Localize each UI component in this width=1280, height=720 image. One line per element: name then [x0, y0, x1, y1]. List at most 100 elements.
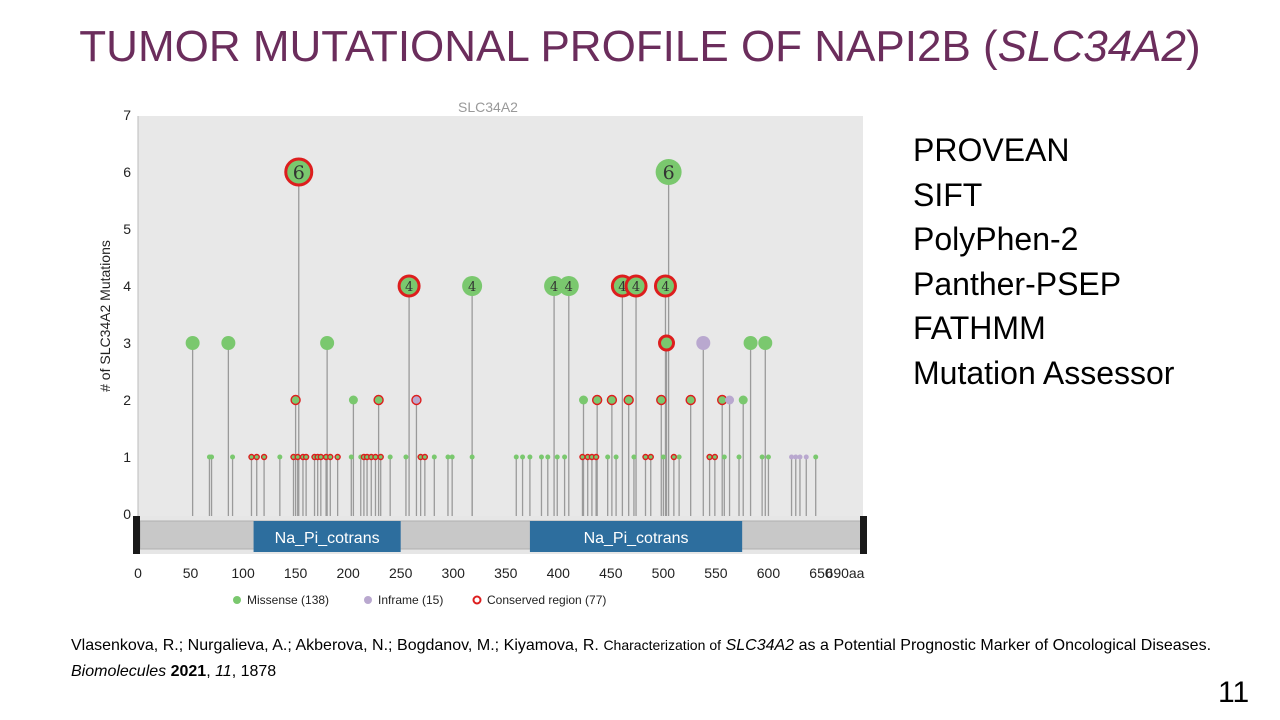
legend-swatch — [472, 595, 482, 605]
tool-item: PolyPhen-2 — [913, 221, 1079, 257]
mutation-stems — [191, 172, 817, 516]
mutation-head-conserved — [606, 394, 618, 406]
legend-label: Conserved region (77) — [487, 593, 606, 607]
mutation-head — [743, 336, 758, 350]
tool-item: Mutation Assessor — [913, 354, 1175, 391]
y-tick-label: 6 — [123, 164, 131, 180]
mutation-head — [558, 276, 579, 296]
mutation-head-conserved — [591, 394, 603, 406]
mutation-count-label: 4 — [550, 280, 558, 295]
x-tick-label: 550 — [704, 565, 728, 581]
x-tick-label: 350 — [494, 565, 518, 581]
mutation-head-conserved — [253, 453, 260, 461]
mutation-head — [445, 454, 451, 460]
protein-bar — [139, 520, 862, 550]
mutation-head-conserved — [290, 394, 301, 406]
mutation-head-conserved — [260, 453, 268, 461]
mutation-head — [230, 454, 236, 460]
x-tick-label: 0 — [134, 565, 142, 581]
protein-end-cap — [860, 516, 867, 554]
tool-item: PROVEAN — [913, 132, 1070, 168]
mutation-head — [387, 454, 393, 460]
mutation-head-conserved — [411, 394, 422, 406]
mutation-head-conserved — [248, 453, 255, 461]
x-tick-label: 200 — [336, 565, 360, 581]
mutation-head-conserved — [377, 453, 384, 461]
citation-title-gene: SLC34A2 — [725, 637, 795, 654]
citation: Vlasenkova, R.; Nurgalieva, A.; Akberova… — [71, 637, 1212, 680]
y-tick-label: 3 — [123, 335, 131, 351]
legend-swatch — [233, 596, 241, 604]
mutation-heads: 4 4 4 4 4 4 46 6 — [185, 157, 819, 461]
mutation-head-conserved — [647, 453, 654, 461]
citation-authors: Vlasenkova, R.; Nurgalieva, A.; Akberova… — [71, 637, 599, 654]
mutation-head — [725, 395, 735, 405]
domain-label: Na_Pi_cotrans — [275, 530, 380, 547]
protein-track: Na_Pi_cotrans Na_Pi_cotrans — [133, 516, 867, 554]
x-tick-label: 450 — [599, 565, 623, 581]
x-tick-label: 250 — [389, 565, 413, 581]
mutation-head-conserved — [623, 394, 634, 406]
mutation-count-label: 6 — [293, 162, 305, 184]
y-tick-label: 1 — [123, 449, 131, 465]
tool-item: FATHMM — [913, 310, 1046, 346]
mutation-head — [520, 454, 526, 460]
citation-journal: Biomolecules — [71, 663, 167, 680]
mutation-head-conserved — [670, 453, 678, 461]
mutation-head — [221, 336, 236, 350]
mutation-head-conserved — [373, 394, 384, 406]
mutation-head-conserved — [656, 394, 667, 406]
y-axis-label: # of SLC34A2 Mutations — [97, 240, 113, 392]
mutation-head — [554, 454, 560, 460]
mutation-head-conserved — [372, 453, 379, 461]
mutation-head — [676, 454, 682, 460]
mutation-head — [527, 454, 533, 460]
x-tick-label: 50 — [183, 565, 199, 581]
mutation-head — [631, 454, 637, 460]
chart-title: SLC34A2 — [458, 99, 518, 115]
mutation-head — [736, 454, 742, 460]
mutation-head-conserved — [302, 453, 310, 461]
mutation-head-conserved — [642, 453, 649, 461]
mutation-head — [562, 454, 568, 460]
mutation-head — [813, 454, 819, 460]
mutation-head-conserved — [397, 274, 421, 298]
mutation-head-conserved — [334, 453, 341, 461]
mutation-head — [462, 276, 483, 296]
mutation-head-conserved — [317, 453, 325, 461]
tool-list: PROVEAN SIFT PolyPhen-2 Panther-PSEP FAT… — [913, 128, 1174, 395]
mutation-head — [348, 395, 358, 405]
mutation-head — [209, 454, 215, 460]
x-tick-label: 100 — [231, 565, 255, 581]
mutation-head — [738, 395, 748, 405]
title-gene: SLC34A2 — [997, 22, 1187, 71]
mutation-head — [696, 336, 711, 350]
mutation-head — [613, 454, 619, 460]
citation-title-post: as a Potential Prognostic Marker of Onco… — [798, 637, 1212, 654]
domain-block — [253, 521, 401, 552]
mutation-head — [758, 336, 773, 350]
mutation-head — [320, 336, 335, 350]
plot-background — [138, 116, 863, 516]
mutation-count-label: 4 — [565, 280, 573, 295]
mutation-head — [403, 454, 409, 460]
mutation-head-conserved — [624, 274, 648, 298]
title-main: TUMOR MUTATIONAL PROFILE OF NAPI2B ( — [79, 22, 998, 71]
mutation-head — [544, 276, 565, 296]
mutation-head — [655, 159, 682, 185]
mutation-head — [797, 454, 803, 460]
mutation-count-label: 4 — [405, 280, 413, 295]
mutation-head — [605, 454, 611, 460]
mutation-head — [721, 454, 727, 460]
mutation-count-label: 4 — [661, 280, 669, 295]
mutation-head — [185, 336, 200, 350]
mutation-count-label: 6 — [663, 162, 675, 184]
mutation-count-label: 4 — [618, 280, 626, 295]
mutation-head — [538, 454, 544, 460]
chart-legend: Missense (138) Inframe (15) Conserved regi… — [233, 593, 606, 607]
title-close: ) — [1186, 22, 1201, 71]
mutation-head-conserved — [685, 394, 696, 406]
citation-title-pre: Characterization of — [603, 637, 722, 653]
domain-block — [529, 521, 743, 552]
legend-label: Inframe (15) — [378, 593, 443, 607]
